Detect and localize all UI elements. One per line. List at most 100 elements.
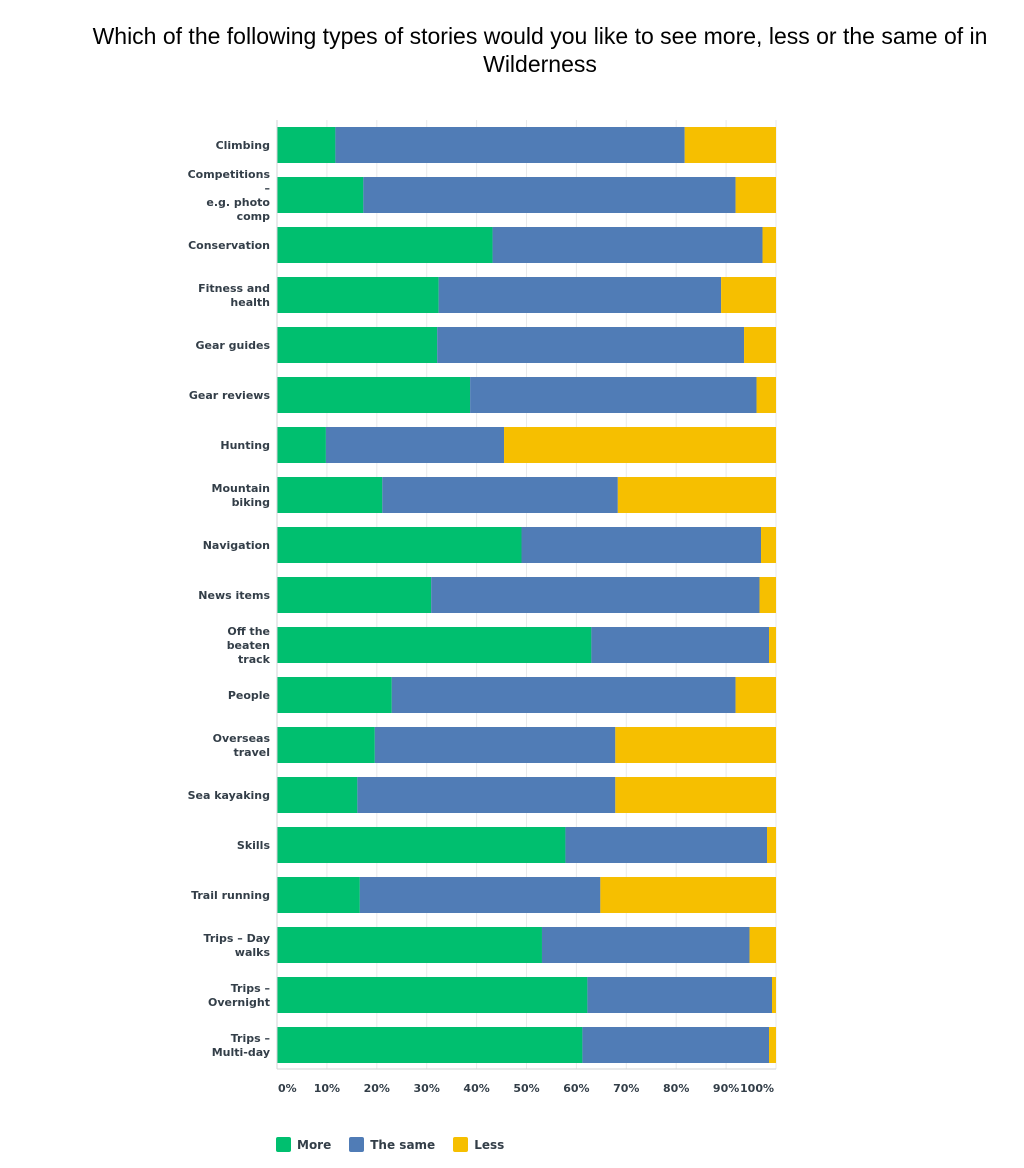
bar-the-same-trips-overnight[interactable] xyxy=(587,977,773,1013)
bar-the-same-hunting[interactable] xyxy=(325,427,505,463)
bar-less-mountain-biking[interactable] xyxy=(617,477,776,513)
bar-the-same-fitness-and-health[interactable] xyxy=(438,277,722,313)
bar-more-hunting[interactable] xyxy=(277,427,326,463)
bar-the-same-mountain-biking[interactable] xyxy=(382,477,618,513)
bar-less-trips-multi-day[interactable] xyxy=(769,1027,776,1063)
bar-the-same-people[interactable] xyxy=(391,677,736,713)
bar-less-fitness-and-health[interactable] xyxy=(721,277,776,313)
category-label: Trips – Day walks xyxy=(204,932,271,959)
category-label: Competitions – e.g. photo comp xyxy=(188,168,271,223)
x-tick-label: 60% xyxy=(563,1082,589,1095)
bar-more-skills[interactable] xyxy=(277,827,566,863)
bar-more-trips-overnight[interactable] xyxy=(277,977,588,1013)
bar-more-off-the-beaten-track[interactable] xyxy=(277,627,592,663)
legend-swatch-more xyxy=(276,1137,291,1152)
bar-more-gear-reviews[interactable] xyxy=(277,377,471,413)
category-label: Fitness and health xyxy=(198,282,270,309)
bar-the-same-off-the-beaten-track[interactable] xyxy=(591,627,770,663)
x-tick-label: 70% xyxy=(613,1082,639,1095)
category-label: Trips – Multi-day xyxy=(212,1032,270,1059)
legend-label-the-same: The same xyxy=(370,1137,436,1152)
bar-more-competitions-e-g-photo-comp[interactable] xyxy=(277,177,364,213)
bar-less-trips-overnight[interactable] xyxy=(772,977,776,1013)
category-label: News items xyxy=(198,589,270,602)
category-label: Climbing xyxy=(216,139,270,152)
category-label: Navigation xyxy=(203,539,270,552)
bar-less-conservation[interactable] xyxy=(762,227,776,263)
bar-less-news-items[interactable] xyxy=(759,577,776,613)
x-tick-label: 100% xyxy=(740,1082,774,1095)
bar-more-fitness-and-health[interactable] xyxy=(277,277,439,313)
category-label: Hunting xyxy=(220,439,270,452)
bar-the-same-trail-running[interactable] xyxy=(359,877,601,913)
axes xyxy=(276,120,776,1070)
bar-more-mountain-biking[interactable] xyxy=(277,477,383,513)
bar-the-same-gear-reviews[interactable] xyxy=(470,377,757,413)
bar-less-hunting[interactable] xyxy=(504,427,776,463)
bar-the-same-climbing[interactable] xyxy=(335,127,685,163)
bar-more-news-items[interactable] xyxy=(277,577,432,613)
category-label: Conservation xyxy=(188,239,270,252)
bar-less-overseas-travel[interactable] xyxy=(615,727,776,763)
category-label: Trail running xyxy=(191,889,270,902)
bar-less-trips-day-walks[interactable] xyxy=(749,927,776,963)
bar-less-gear-guides[interactable] xyxy=(744,327,776,363)
category-label: Trips – Overnight xyxy=(208,982,270,1009)
bar-more-trips-multi-day[interactable] xyxy=(277,1027,583,1063)
category-label: Overseas travel xyxy=(213,732,271,759)
x-tick-label: 50% xyxy=(513,1082,539,1095)
bar-the-same-trips-multi-day[interactable] xyxy=(582,1027,770,1063)
bar-less-off-the-beaten-track[interactable] xyxy=(769,627,776,663)
bar-less-skills[interactable] xyxy=(767,827,776,863)
bar-more-people[interactable] xyxy=(277,677,392,713)
category-labels: Climbing Competitions – e.g. photo comp Conse… xyxy=(188,139,271,1059)
bar-more-overseas-travel[interactable] xyxy=(277,727,375,763)
bar-the-same-competitions-e-g-photo-comp[interactable] xyxy=(363,177,736,213)
bar-more-climbing[interactable] xyxy=(277,127,336,163)
bar-the-same-skills[interactable] xyxy=(565,827,768,863)
x-tick-label: 80% xyxy=(663,1082,689,1095)
bar-the-same-overseas-travel[interactable] xyxy=(374,727,616,763)
legend-item-the-same[interactable]: The same xyxy=(349,1137,435,1152)
bar-more-trips-day-walks[interactable] xyxy=(277,927,542,963)
chart-title: Which of the following types of stories … xyxy=(92,23,988,77)
bar-the-same-navigation[interactable] xyxy=(521,527,762,563)
bar-less-gear-reviews[interactable] xyxy=(756,377,776,413)
legend: More The same Less xyxy=(276,1137,522,1152)
x-tick-label: 20% xyxy=(364,1082,390,1095)
bar-more-gear-guides[interactable] xyxy=(277,327,438,363)
x-tick-label: 90% xyxy=(713,1082,739,1095)
bar-less-sea-kayaking[interactable] xyxy=(615,777,776,813)
bar-the-same-conservation[interactable] xyxy=(492,227,763,263)
legend-item-less[interactable]: Less xyxy=(453,1137,504,1152)
bar-the-same-trips-day-walks[interactable] xyxy=(541,927,750,963)
x-tick-label: 10% xyxy=(314,1082,340,1095)
bar-the-same-sea-kayaking[interactable] xyxy=(357,777,616,813)
category-label: Mountain biking xyxy=(212,482,270,509)
x-tick-labels: 0% 10% 20% 30% 40% 50% 60% 70% 80% 90% 100% xyxy=(278,1082,774,1095)
bar-less-competitions-e-g-photo-comp[interactable] xyxy=(735,177,776,213)
legend-label-less: Less xyxy=(474,1137,505,1152)
bar-less-trail-running[interactable] xyxy=(600,877,776,913)
bar-more-trail-running[interactable] xyxy=(277,877,360,913)
category-label: Off the beaten track xyxy=(227,625,271,666)
x-tick-label: 40% xyxy=(463,1082,489,1095)
bar-more-sea-kayaking[interactable] xyxy=(277,777,358,813)
bar-more-navigation[interactable] xyxy=(277,527,522,563)
legend-item-more[interactable]: More xyxy=(276,1137,331,1152)
category-label: Sea kayaking xyxy=(188,789,270,802)
bar-less-people[interactable] xyxy=(735,677,776,713)
bars xyxy=(277,127,776,1063)
bar-more-conservation[interactable] xyxy=(277,227,493,263)
category-label: Gear guides xyxy=(195,339,270,352)
bar-less-navigation[interactable] xyxy=(761,527,776,563)
legend-swatch-the-same xyxy=(349,1137,365,1152)
bar-the-same-news-items[interactable] xyxy=(431,577,760,613)
category-label: People xyxy=(228,689,270,702)
x-tick-label: 30% xyxy=(414,1082,440,1095)
bar-the-same-gear-guides[interactable] xyxy=(437,327,745,363)
bar-less-climbing[interactable] xyxy=(684,127,776,163)
legend-label-more: More xyxy=(297,1137,332,1152)
category-label: Gear reviews xyxy=(189,389,271,402)
